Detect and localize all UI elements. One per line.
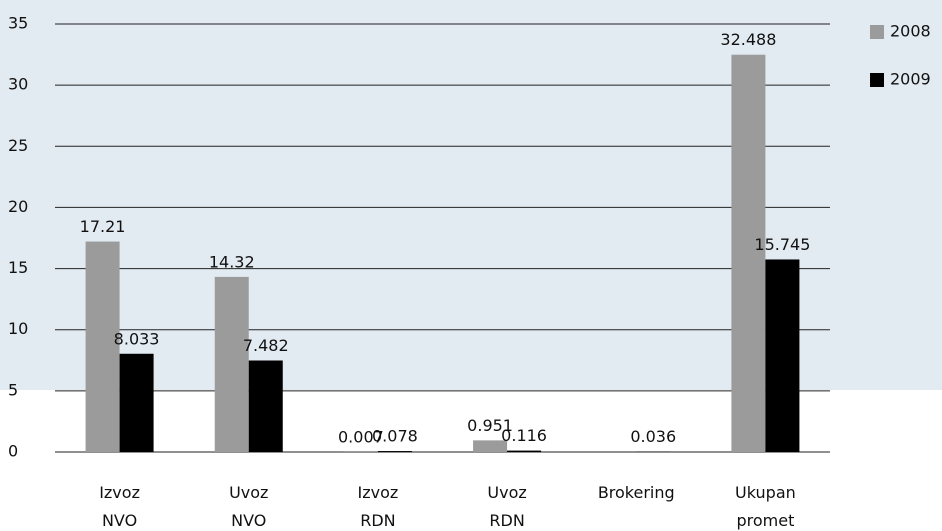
bar: [214, 276, 249, 452]
value-label: 7.482: [243, 336, 289, 355]
legend-swatch: [870, 25, 884, 39]
y-tick-label: 5: [8, 380, 18, 399]
bar: [473, 440, 508, 452]
bar: [765, 259, 800, 452]
y-tick-label: 15: [8, 258, 28, 277]
y-tick-label: 30: [8, 75, 28, 94]
value-label: 17.21: [80, 217, 126, 236]
y-tick-label: 10: [8, 319, 28, 338]
value-label: 14.32: [209, 252, 255, 271]
y-tick-label: 25: [8, 136, 28, 155]
value-label: 8.033: [114, 329, 160, 348]
bar: [507, 450, 542, 452]
value-label: 0.007: [338, 427, 384, 446]
bar: [119, 353, 154, 452]
x-tick-label: Uvoz RDN: [487, 483, 526, 530]
value-label: 0.116: [501, 426, 547, 445]
y-tick-label: 35: [8, 14, 28, 33]
x-tick-label: Izvoz RDN: [358, 483, 399, 530]
legend-label: 2009: [890, 70, 931, 89]
value-label: 32.488: [720, 30, 776, 49]
x-tick-label: Ukupan promet: [735, 483, 796, 530]
value-label: 15.745: [754, 235, 810, 254]
value-label: 0.036: [630, 427, 676, 446]
x-tick-label: Brokering: [598, 483, 675, 502]
value-label: 0.951: [467, 416, 513, 435]
y-tick-label: 20: [8, 197, 28, 216]
x-tick-label: Izvoz NVO: [99, 483, 140, 530]
bar: [731, 54, 766, 452]
value-label: 0.078: [372, 427, 418, 446]
legend-swatch: [870, 73, 884, 87]
bar: [85, 241, 120, 452]
bar: [248, 360, 283, 452]
legend-label: 2008: [890, 22, 931, 41]
y-tick-label: 0: [8, 442, 18, 461]
bar: [377, 451, 412, 452]
x-tick-label: Uvoz NVO: [229, 483, 268, 530]
